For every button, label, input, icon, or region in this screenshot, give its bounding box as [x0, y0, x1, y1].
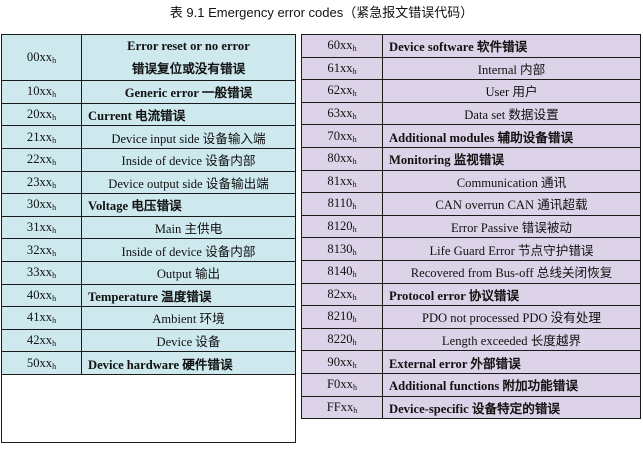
table-row: 80xxh Monitoring 监视错误 — [301, 146, 641, 171]
error-description-cell: Voltage 电压错误 — [81, 193, 296, 217]
error-description-cell: Life Guard Error 节点守护错误 — [382, 237, 641, 261]
table-row: 21xxh Device input side 设备输入端 — [1, 125, 296, 149]
error-code-cell: 10xxh — [1, 80, 82, 104]
error-description-cell: Monitoring 监视错误 — [382, 146, 641, 171]
error-description-cell: User 用户 — [382, 79, 641, 103]
table-row: F0xxh Additional functions 附加功能错误 — [301, 372, 641, 397]
table-row: 63xxh Data set 数据设置 — [301, 101, 641, 126]
table-row: 8210h PDO not processed PDO 没有处理 — [301, 305, 641, 329]
error-description-cell: Ambient 环境 — [81, 306, 296, 330]
table-row: 41xxh Ambient 环境 — [1, 306, 296, 330]
right-error-code-table: 60xxh Device software 软件错误 61xxh Interna… — [301, 34, 641, 420]
error-description-cell: Device output side 设备输出端 — [81, 170, 296, 195]
error-code-cell: 80xxh — [301, 146, 383, 171]
error-code-cell: FFxxh — [301, 395, 383, 420]
error-description-cell: Protocol error 协议错误 — [382, 282, 641, 307]
error-code-cell: 31xxh — [1, 215, 82, 240]
error-description-cell: Additional functions 附加功能错误 — [382, 372, 641, 397]
error-code-cell: 32xxh — [1, 238, 82, 262]
error-code-cell: 63xxh — [301, 101, 383, 126]
error-code-cell: 82xxh — [301, 282, 383, 307]
error-description-cn: 错误复位或没有错误 — [131, 61, 246, 76]
error-code-cell: 8220h — [301, 327, 383, 352]
error-description-cell: Output 输出 — [81, 260, 296, 285]
error-code-cell: 61xxh — [301, 56, 383, 81]
error-description-cell: Temperature 温度错误 — [81, 283, 296, 308]
error-description-cell: Error reset or no error 错误复位或没有错误 — [81, 33, 296, 82]
error-description-cell: Main 主供电 — [81, 215, 296, 240]
error-code-cell: 50xxh — [1, 351, 82, 375]
error-code-cell: 8140h — [301, 259, 383, 284]
table-caption: 表 9.1 Emergency error codes（紧急报文错误代码） — [169, 5, 474, 20]
table-row: 42xxh Device 设备 — [1, 328, 296, 353]
error-description-cell: Device software 软件错误 — [382, 34, 641, 58]
error-code-cell: 8210h — [301, 305, 383, 329]
table-row: 8130h Life Guard Error 节点守护错误 — [301, 237, 641, 261]
table-row: 8140h Recovered from Bus-off 总线关闭恢复 — [301, 259, 641, 284]
error-description-cell: Device input side 设备输入端 — [81, 125, 296, 149]
table-row: 40xxh Temperature 温度错误 — [1, 283, 296, 308]
error-code-cell: 20xxh — [1, 102, 82, 127]
table-row: 22xxh Inside of device 设备内部 — [1, 147, 296, 172]
table-row: 61xxh Internal 内部 — [301, 56, 641, 81]
error-description-cell: Internal 内部 — [382, 56, 641, 81]
error-description-cell: Data set 数据设置 — [382, 101, 641, 126]
error-code-cell: 21xxh — [1, 125, 82, 149]
table-row: 62xxh User 用户 — [301, 79, 641, 103]
error-code-cell: 8130h — [301, 237, 383, 261]
error-description-cell: Inside of device 设备内部 — [81, 238, 296, 262]
error-description-cell: Inside of device 设备内部 — [81, 147, 296, 172]
error-description-cell: Generic error 一般错误 — [81, 80, 296, 104]
error-description-cell: Device 设备 — [81, 328, 296, 353]
error-code-cell: 22xxh — [1, 147, 82, 172]
error-description-en: Error reset or no error — [127, 39, 250, 53]
error-description-cell: Error Passive 错误被动 — [382, 214, 641, 239]
table-row: 50xxh Device hardware 硬件错误 — [1, 351, 296, 375]
error-description-cell: Communication 通讯 — [382, 169, 641, 194]
table-row: 90xxh External error 外部错误 — [301, 350, 641, 374]
left-error-code-table: 00xxh Error reset or no error 错误复位或没有错误 … — [1, 33, 296, 443]
error-code-cell: 81xxh — [301, 169, 383, 194]
table-row: 31xxh Main 主供电 — [1, 215, 296, 240]
table-row: 8110h CAN overrun CAN 通讯超载 — [301, 192, 641, 216]
table-row-empty — [1, 373, 296, 443]
table-row: 82xxh Protocol error 协议错误 — [301, 282, 641, 307]
error-description-cell: External error 外部错误 — [382, 350, 641, 374]
error-code-cell: 41xxh — [1, 306, 82, 330]
table-row: 8220h Length exceeded 长度越界 — [301, 327, 641, 352]
table-row: 8120h Error Passive 错误被动 — [301, 214, 641, 239]
error-code-cell: 62xxh — [301, 79, 383, 103]
error-code-cell: 40xxh — [1, 283, 82, 308]
error-code-cell: 00xxh — [1, 33, 82, 82]
table-row: 33xxh Output 输出 — [1, 260, 296, 285]
error-code-cell: 90xxh — [301, 350, 383, 374]
error-code-cell: 23xxh — [1, 170, 82, 195]
table-row: 20xxh Current 电流错误 — [1, 102, 296, 127]
table-row: 70xxh Additional modules 辅助设备错误 — [301, 124, 641, 148]
error-code-cell: 33xxh — [1, 260, 82, 285]
error-description-cell: Recovered from Bus-off 总线关闭恢复 — [382, 259, 641, 284]
error-description-cell: Additional modules 辅助设备错误 — [382, 124, 641, 148]
error-code-cell: 8120h — [301, 214, 383, 239]
error-code-cell: 42xxh — [1, 328, 82, 353]
error-description-cell: Length exceeded 长度越界 — [382, 327, 641, 352]
empty-cell — [1, 373, 296, 443]
error-code-cell: 30xxh — [1, 193, 82, 217]
table-row: 32xxh Inside of device 设备内部 — [1, 238, 296, 262]
error-code-cell: 8110h — [301, 192, 383, 216]
error-description-cell: Device hardware 硬件错误 — [81, 351, 296, 375]
table-row: 60xxh Device software 软件错误 — [301, 34, 641, 58]
error-code-cell: 70xxh — [301, 124, 383, 148]
table-row: FFxxh Device-specific 设备特定的错误 — [301, 395, 641, 420]
error-description-cell: CAN overrun CAN 通讯超载 — [382, 192, 641, 216]
table-row: 23xxh Device output side 设备输出端 — [1, 170, 296, 195]
error-description-cell: PDO not processed PDO 没有处理 — [382, 305, 641, 329]
table-row: 10xxh Generic error 一般错误 — [1, 80, 296, 104]
table-row: 81xxh Communication 通讯 — [301, 169, 641, 194]
error-code-cell: F0xxh — [301, 372, 383, 397]
error-code-cell: 60xxh — [301, 34, 383, 58]
table-row: 30xxh Voltage 电压错误 — [1, 193, 296, 217]
error-description-cell: Current 电流错误 — [81, 102, 296, 127]
error-description-cell: Device-specific 设备特定的错误 — [382, 395, 641, 420]
